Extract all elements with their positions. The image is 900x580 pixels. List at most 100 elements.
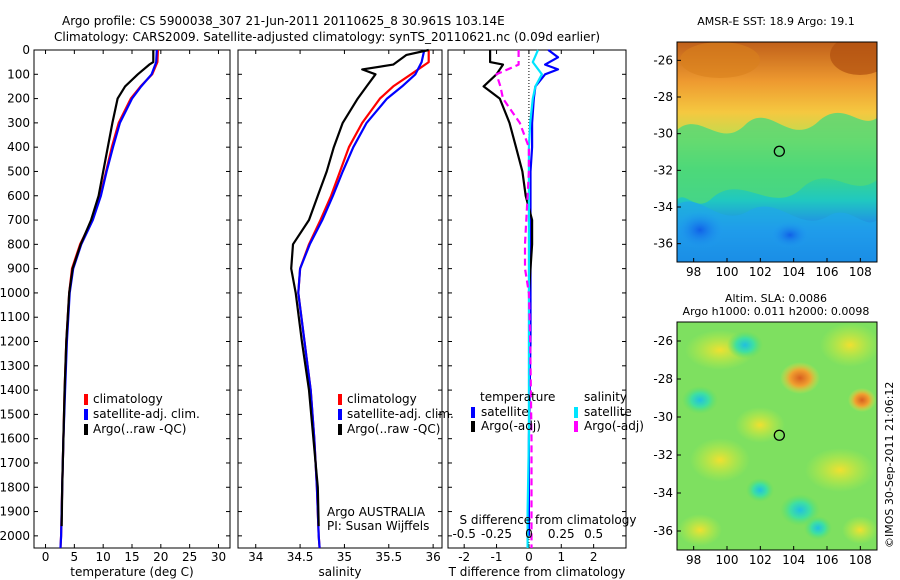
x-tick-label: 30 bbox=[211, 550, 226, 564]
depth-tick-label: 100 bbox=[7, 67, 30, 81]
legend-label: climatology bbox=[93, 392, 163, 406]
depth-tick-label: 1100 bbox=[0, 310, 30, 324]
map-x-tick-label: 106 bbox=[816, 553, 839, 567]
map-x-tick-label: 102 bbox=[749, 265, 772, 279]
depth-tick-label: 2000 bbox=[0, 529, 30, 543]
salinity-annotation: Argo AUSTRALIA bbox=[327, 505, 426, 519]
depth-tick-label: 200 bbox=[7, 92, 30, 106]
depth-tick-label: 900 bbox=[7, 262, 30, 276]
x-tick-label: 34.5 bbox=[287, 550, 314, 564]
difference-xlabel: T difference from climatology bbox=[448, 565, 626, 579]
depth-tick-label: 1300 bbox=[0, 359, 30, 373]
depth-tick-label: 1600 bbox=[0, 432, 30, 446]
x-tick-label: 15 bbox=[124, 550, 139, 564]
x-tick-label: 35.5 bbox=[375, 550, 402, 564]
difference-plot-frame bbox=[447, 49, 627, 549]
series-line-argo-raw-qc bbox=[290, 48, 429, 527]
legend-swatch bbox=[84, 394, 88, 405]
argo-position-marker-sla bbox=[773, 429, 785, 441]
depth-tick-label: 700 bbox=[7, 213, 30, 227]
sst-map-field bbox=[677, 42, 877, 262]
map-x-tick-label: 104 bbox=[782, 553, 805, 567]
legend-label: climatology bbox=[347, 392, 417, 406]
legend-swatch bbox=[84, 424, 88, 435]
map-y-tick-label: -32 bbox=[653, 163, 673, 177]
temperature-xlabel: temperature (deg C) bbox=[70, 565, 193, 579]
legend-swatch bbox=[471, 421, 475, 432]
series-line-climatology bbox=[59, 49, 159, 549]
difference-top-xlabel: S difference from climatology bbox=[460, 513, 637, 527]
legend-title-salinity: salinity bbox=[584, 390, 627, 404]
legend-swatch bbox=[574, 421, 578, 432]
map-y-tick-label: -28 bbox=[653, 372, 673, 386]
depth-tick-label: 1500 bbox=[0, 407, 30, 421]
x-tick-label: 10 bbox=[96, 550, 111, 564]
imos-credit: ©IMOS 30-Sep-2011 21:06:12 bbox=[883, 382, 896, 548]
legend-label: Argo(-adj) bbox=[584, 419, 644, 433]
legend-label: Argo(..raw -QC) bbox=[347, 422, 440, 436]
x-tick-label: 25 bbox=[182, 550, 197, 564]
map-x-tick-label: 98 bbox=[686, 553, 701, 567]
map-y-tick-label: -36 bbox=[653, 524, 673, 538]
sst-map-panel: AMSR-E SST: 18.9 Argo: 19.1 98 100 102 104 1… bbox=[653, 15, 878, 279]
series-line-t-argo-adj bbox=[482, 50, 534, 293]
salinity-plot-frame bbox=[237, 49, 443, 549]
sst-map-title: AMSR-E SST: 18.9 Argo: 19.1 bbox=[697, 15, 855, 28]
map-x-tick-label: 102 bbox=[749, 553, 772, 567]
figure-title-line2: Climatology: CARS2009. Satellite-adjuste… bbox=[54, 30, 600, 44]
map-y-tick-label: -30 bbox=[653, 410, 673, 424]
x-tick-label: 0 bbox=[42, 550, 50, 564]
map-y-tick-label: -34 bbox=[653, 486, 673, 500]
x-tick-label: 5 bbox=[71, 550, 79, 564]
salinity-profile-panel: 34 34.5 35 35.5 36 salinity climatologysatelli… bbox=[237, 48, 454, 579]
s-tick-label: 0.25 bbox=[548, 527, 575, 541]
salinity-annotation: PI: Susan Wijffels bbox=[327, 519, 429, 533]
series-line-satellite-adj-clim bbox=[59, 49, 158, 549]
map-x-tick-label: 108 bbox=[849, 265, 872, 279]
series-line-argo-raw-qc bbox=[60, 50, 155, 527]
series-line-s-satellite bbox=[526, 49, 544, 548]
depth-tick-label: 1800 bbox=[0, 480, 30, 494]
sla-map-title-line2: Argo h1000: 0.011 h2000: 0.0098 bbox=[683, 305, 870, 318]
x-tick-label: 20 bbox=[153, 550, 168, 564]
legend-swatch bbox=[338, 424, 342, 435]
legend-swatch bbox=[574, 407, 578, 418]
legend-label: satellite-adj. clim. bbox=[93, 407, 200, 421]
depth-tick-label: 500 bbox=[7, 164, 30, 178]
map-y-tick-label: -32 bbox=[653, 448, 673, 462]
x-tick-label: 34 bbox=[248, 550, 263, 564]
sla-map-title-line1: Altim. SLA: 0.0086 bbox=[725, 292, 827, 305]
legend-title-temperature: temperature bbox=[480, 390, 555, 404]
depth-tick-label: 300 bbox=[7, 116, 30, 130]
depth-tick-label: 600 bbox=[7, 189, 30, 203]
legend-label: Argo(..raw -QC) bbox=[93, 422, 186, 436]
map-x-tick-label: 100 bbox=[716, 553, 739, 567]
map-x-tick-label: 100 bbox=[716, 265, 739, 279]
difference-profile-panel: -2 -1 0 1 2T difference from climatology -0.5… bbox=[447, 49, 644, 579]
series-line-t-satellite bbox=[527, 49, 560, 536]
x-tick-label: -1 bbox=[491, 550, 503, 564]
depth-tick-label: 1200 bbox=[0, 335, 30, 349]
depth-tick-label: 0 bbox=[22, 43, 30, 57]
depth-tick-label: 1700 bbox=[0, 456, 30, 470]
legend-label: satellite bbox=[584, 405, 632, 419]
legend-label: satellite bbox=[481, 405, 529, 419]
legend-swatch bbox=[338, 409, 342, 420]
legend-label: Argo(-adj) bbox=[481, 419, 541, 433]
x-tick-label: 35 bbox=[337, 550, 352, 564]
legend-label: satellite-adj. clim. bbox=[347, 407, 454, 421]
map-x-tick-label: 98 bbox=[686, 265, 701, 279]
argo-position-marker bbox=[773, 145, 785, 157]
map-y-tick-label: -26 bbox=[653, 334, 673, 348]
map-x-tick-label: 108 bbox=[849, 553, 872, 567]
depth-tick-label: 800 bbox=[7, 237, 30, 251]
map-y-tick-label: -28 bbox=[653, 90, 673, 104]
series-line-climatology bbox=[297, 50, 430, 549]
map-y-tick-label: -26 bbox=[653, 53, 673, 67]
depth-tick-label: 1400 bbox=[0, 383, 30, 397]
map-y-tick-label: -30 bbox=[653, 127, 673, 141]
depth-tick-label: 1000 bbox=[0, 286, 30, 300]
s-tick-label: 0 bbox=[525, 527, 533, 541]
salinity-xlabel: salinity bbox=[318, 565, 361, 579]
